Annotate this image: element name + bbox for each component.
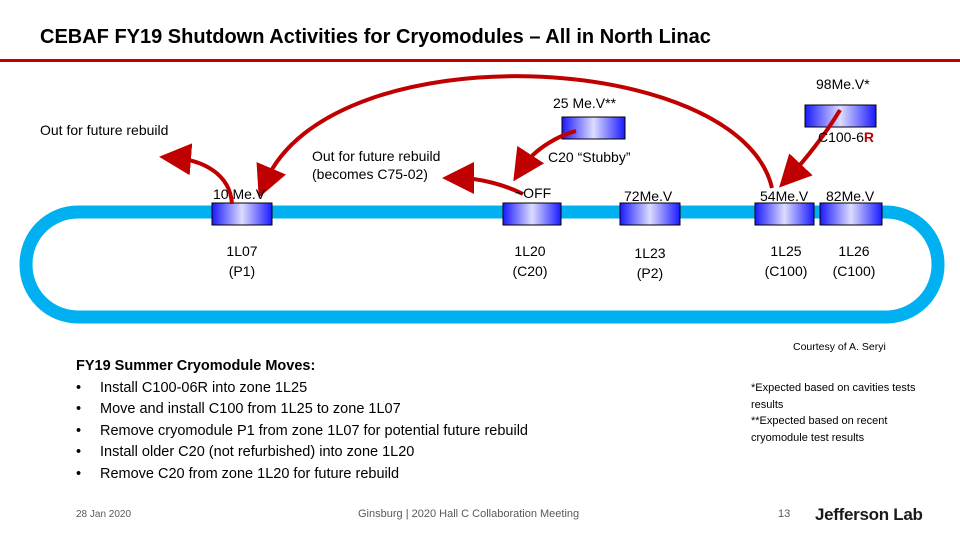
footnote-line: **Expected based on recent [751,415,888,427]
footnote-line: cryomodule test results [751,431,865,444]
remove-arrow-1L20 [442,162,524,196]
zone-label: 1L26 (C100) [822,241,886,281]
zone-label: 1L20 (C20) [500,241,560,281]
zone-id: 1L07 [226,243,258,259]
cryomodule-1L23 [619,202,681,226]
move-text: Install older C20 (not refurbished) into… [100,444,415,460]
move-text: Install C100-06R into zone 1L25 [100,379,308,396]
move-text: Remove C20 from zone 1L20 for future reb… [100,465,400,482]
energy-label-54: 54Me.V [760,188,809,204]
zone-label: 1L23 (P2) [620,243,680,283]
out-for-rebuild-mid-1: Out for future rebuild [312,148,441,164]
zone-id: 1L25 [770,243,802,259]
move-text: Remove cryomodule P1 from zone 1L07 for … [100,422,528,439]
energy-label-82: 82Me.V [826,188,875,204]
zone-id: 1L20 [514,243,546,259]
energy-label-72: 72Me.V [624,188,673,204]
cryomodule-1L25 [754,202,815,226]
footnotes: *Expected based on cavities tests result… [751,380,915,446]
list-item: • Move and install C100 from 1L25 to zone… [76,399,528,421]
c100-6-text: C100-6 [818,129,864,145]
remove-arrow-1L07 [159,143,234,205]
moves-heading: FY19 Summer Cryomodule Moves: [76,358,316,374]
list-item: • Install older C20 (not refurbished) int… [76,442,528,464]
jefferson-lab-logo: Jefferson Lab [815,505,923,524]
out-for-rebuild-left: Out for future rebuild [40,122,169,138]
cryomodule-c20-new [561,116,626,140]
cryomodule-1L20 [502,202,562,226]
footer-date: 28 Jan 2020 [76,509,132,520]
zone-type: (C20) [512,263,548,279]
move-arrow-1L25-to-1L07 [256,74,774,198]
page-title: CEBAF FY19 Shutdown Activities for Cryom… [40,26,711,48]
courtesy-note: Courtesy of A. Seryi [793,341,886,353]
install-arrow-c20 [513,129,577,182]
zone-id: 1L26 [838,243,870,259]
energy-label-25: 25 Me.V** [553,95,617,111]
cryomodule-c100-6r [804,104,877,128]
cryomodule-1L07 [211,202,273,226]
c100-6r-label: C100-6R [818,129,874,146]
energy-label-off: ~OFF [515,185,552,201]
zone-label: 1L25 (C100) [754,241,818,281]
zone-label: 1L07 (P1) [212,241,272,281]
c20-stubby-label: C20 “Stubby” [548,149,631,165]
zone-type: (P2) [636,265,664,281]
title-divider [0,59,960,62]
list-item: • Remove cryomodule P1 from zone 1L07 for… [76,421,528,443]
footer-center: Ginsburg | 2020 Hall C Collaboration Mee… [358,508,580,520]
c100-r-suffix: R [863,129,875,145]
page-number: 13 [778,508,791,520]
zone-type: (C100) [764,263,808,279]
cryomodule-1L26 [819,202,883,226]
energy-label-10: 10 Me.V [213,186,266,202]
install-arrow-c100 [779,108,842,188]
footnote-line: *Expected based on cavities tests [751,382,916,394]
zone-type: (P1) [228,263,256,279]
out-for-rebuild-mid-2: (becomes C75-02) [312,166,428,182]
zone-type: (C100) [832,263,876,279]
energy-label-98: 98Me.V* [816,76,870,92]
footnote-line: results [751,398,784,411]
move-text: Move and install C100 from 1L25 to zone … [100,401,401,417]
list-item: • Remove C20 from zone 1L20 for future re… [76,464,528,486]
list-item: • Install C100-06R into zone 1L25 [76,378,528,400]
zone-id: 1L23 [634,245,666,261]
moves-list: FY19 Summer Cryomodule Moves: • Install C… [76,356,528,485]
linac-racetrack [19,205,945,324]
